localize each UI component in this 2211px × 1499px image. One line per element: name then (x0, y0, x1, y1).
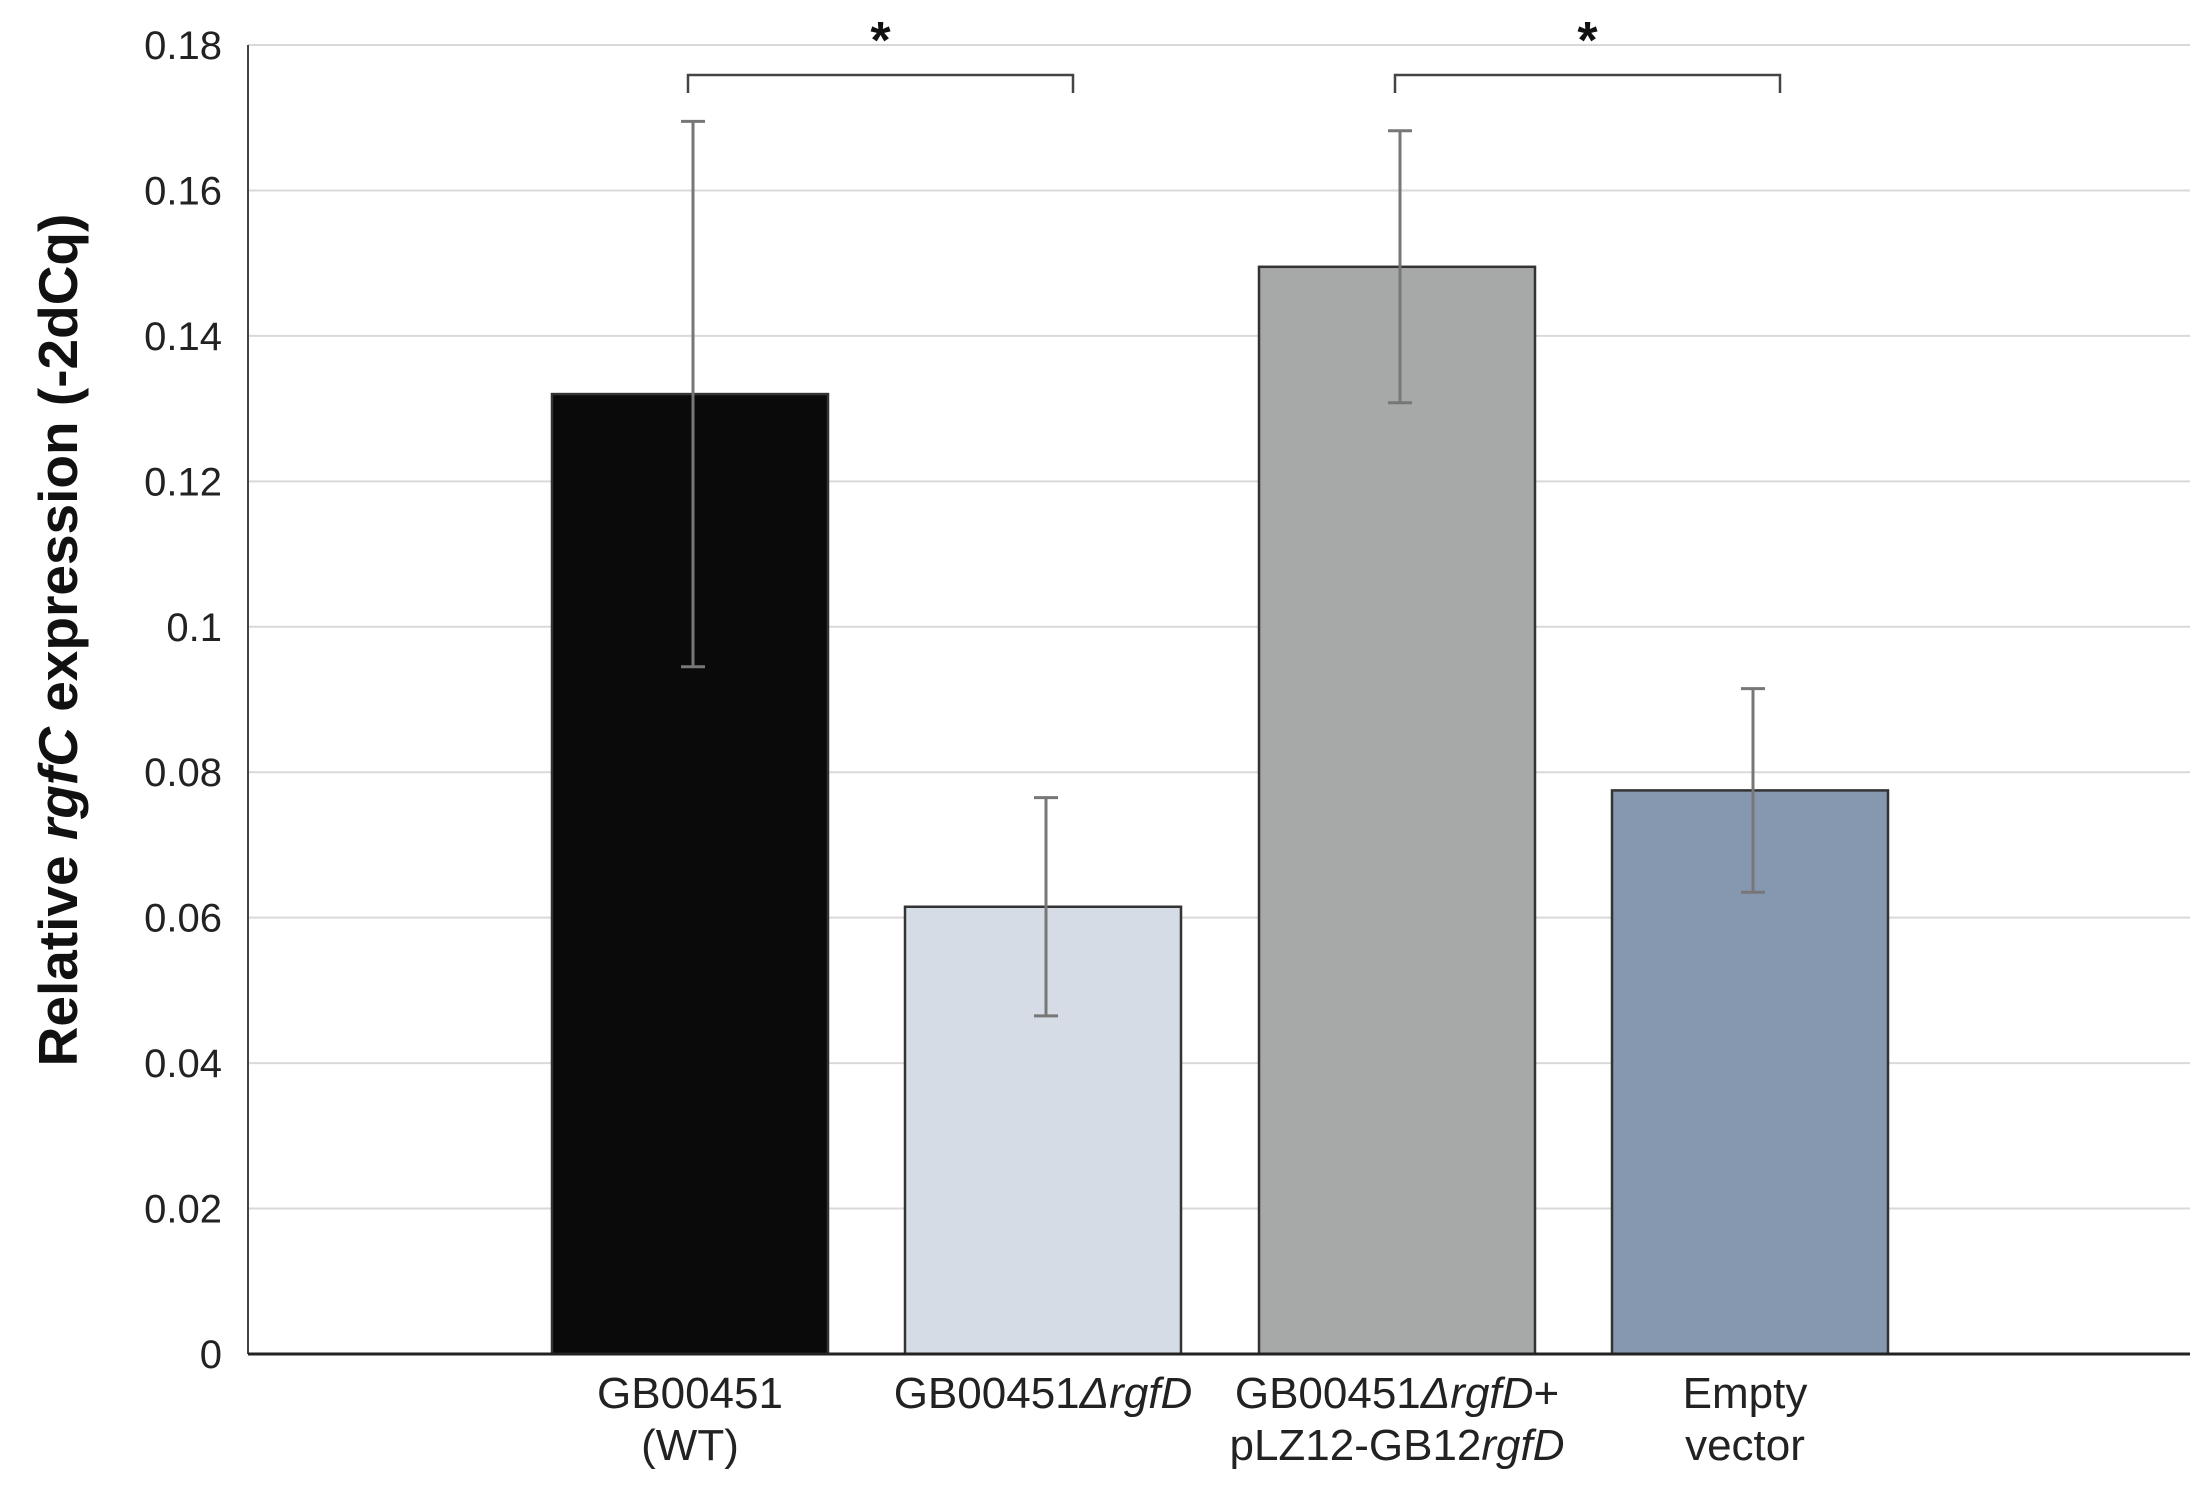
y-axis-title-suffix: expression (-2dCq) (27, 213, 89, 728)
significance-star-1: * (870, 12, 891, 70)
x-category-label-2: GB00451ΔrgfD (873, 1368, 1213, 1420)
x-category-line: (WT) (641, 1421, 739, 1470)
significance-star-2: * (1577, 12, 1598, 70)
y-tick-label: 0.02 (144, 1188, 222, 1232)
bar-4 (1610, 789, 1890, 1356)
y-tick-label: 0.04 (144, 1042, 222, 1086)
significance-bracket-2 (1393, 73, 1782, 93)
x-category-line: GB00451ΔrgfD (893, 1369, 1193, 1418)
x-category-label-3: GB00451ΔrgfD+ pLZ12-GB12rgfD (1227, 1368, 1567, 1472)
x-category-label-1: GB00451 (WT) (520, 1368, 860, 1472)
y-axis-title: Relative rgfC expression (-2dCq) (26, 214, 90, 1067)
x-category-line: Empty (1682, 1369, 1808, 1418)
y-tick-label: 0.14 (144, 315, 222, 359)
y-tick-label: 0.18 (144, 24, 222, 68)
bars (550, 265, 1890, 1356)
x-category-line: GB00451 (597, 1369, 783, 1418)
y-tick-label: 0.1 (166, 606, 222, 650)
x-category-line: pLZ12-GB12rgfD (1229, 1421, 1565, 1470)
y-tick-label: 0.12 (144, 460, 222, 504)
significance-bracket-1 (686, 73, 1075, 93)
y-tick-labels: 0 0.02 0.04 0.06 0.08 0.1 0.12 0.14 0.16 0.18 (144, 24, 222, 1377)
y-tick-label: 0.08 (144, 751, 222, 795)
y-tick-label: 0.16 (144, 169, 222, 213)
y-tick-label: 0 (200, 1333, 222, 1377)
bar-1 (550, 392, 830, 1356)
x-category-line: vector (1685, 1421, 1805, 1470)
gridlines (248, 44, 2190, 1210)
y-axis-title-gene: rgfC (27, 727, 89, 841)
bar-2 (903, 905, 1183, 1356)
y-tick-label: 0.06 (144, 897, 222, 941)
y-axis-title-prefix: Relative (27, 840, 89, 1067)
axes (247, 45, 2190, 1356)
error-bars (681, 119, 1765, 1018)
x-category-line: GB00451ΔrgfD+ (1234, 1369, 1560, 1418)
x-category-label-4: Empty vector (1575, 1368, 1915, 1472)
bar-3 (1257, 265, 1537, 1356)
significance-brackets: * * (686, 12, 1782, 93)
